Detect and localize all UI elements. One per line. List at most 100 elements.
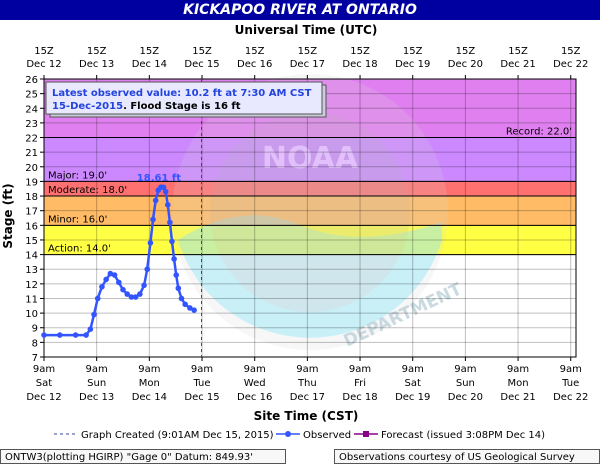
observed-point xyxy=(160,184,167,191)
y-axis-title: Stage (ft) xyxy=(1,183,15,248)
minor-band xyxy=(44,196,576,226)
y-tick-label: 9 xyxy=(32,324,38,335)
top-tick-date: Dec 19 xyxy=(395,59,430,70)
y-tick-label: 24 xyxy=(25,104,38,115)
bottom-tick-weekday: Sun xyxy=(87,378,106,389)
bottom-tick-time: 9am xyxy=(296,364,318,375)
plot-border xyxy=(43,78,577,358)
latest-observation-date: 15-Dec-2015 xyxy=(52,101,123,112)
chart-title: KICKAPOO RIVER AT ONTARIO xyxy=(0,0,600,20)
y-tick-label: 11 xyxy=(25,294,38,305)
y-tick-label: 18 xyxy=(25,192,38,203)
bottom-tick-time: 9am xyxy=(560,364,582,375)
latest-observation-line1: Latest observed value: 10.2 ft at 7:30 A… xyxy=(52,88,312,99)
legend-forecast: Forecast (issued 3:08PM Dec 14) xyxy=(381,430,545,441)
y-tick-label: 13 xyxy=(25,265,38,276)
y-tick-label: 15 xyxy=(25,236,38,247)
legend: Graph Created (9:01AM Dec 15, 2015) Obse… xyxy=(54,430,545,441)
observed-point xyxy=(144,266,151,273)
top-axis-ticks: 15Z Dec 12 15Z Dec 13 15Z Dec 14 15Z Dec 15 15Z D… xyxy=(26,46,588,79)
major-label: Major: 19.0' xyxy=(48,170,107,181)
bottom-tick-time: 9am xyxy=(402,364,424,375)
y-tick-label: 20 xyxy=(25,163,38,174)
y-tick-label: 17 xyxy=(25,207,38,218)
y-tick-label: 23 xyxy=(25,119,38,130)
y-tick-label: 16 xyxy=(25,221,38,232)
observed-series xyxy=(41,184,197,338)
bottom-tick-weekday: Mon xyxy=(139,378,160,389)
observed-point xyxy=(187,305,193,311)
y-tick-label: 19 xyxy=(25,177,38,188)
y-axis-ticks: 7 8 9 10 11 12 13 14 15 16 17 18 19 20 21 22 23 24 25 26 xyxy=(25,75,44,364)
observed-point xyxy=(182,301,188,308)
bottom-tick-time: 9am xyxy=(507,364,529,375)
observed-point xyxy=(41,332,47,338)
top-tick-date: Dec 17 xyxy=(290,59,325,70)
bottom-axis-title: Site Time (CST) xyxy=(254,409,359,423)
bottom-tick-date: Dec 17 xyxy=(290,392,325,403)
top-axis-title: Universal Time (UTC) xyxy=(235,23,378,37)
threshold-lines: Record: 22.0' Major: 19.0' Moderate: 18.0'… xyxy=(44,127,576,256)
moderate-label: Moderate: 18.0' xyxy=(48,185,127,196)
minor-label: Minor: 16.0' xyxy=(48,214,107,225)
bottom-tick-weekday: Tue xyxy=(192,378,210,389)
observed-point xyxy=(175,285,182,292)
observed-point xyxy=(171,256,177,262)
top-tick-time: 15Z xyxy=(508,46,528,57)
bottom-tick-time: 9am xyxy=(454,364,476,375)
bottom-tick-date: Dec 14 xyxy=(132,392,167,403)
observed-point xyxy=(173,272,180,278)
top-tick-time: 15Z xyxy=(245,46,265,57)
y-tick-label: 14 xyxy=(25,251,38,262)
top-tick-date: Dec 18 xyxy=(342,59,377,70)
bottom-tick-date: Dec 21 xyxy=(500,392,535,403)
bottom-tick-date: Dec 19 xyxy=(395,392,430,403)
top-tick-time: 15Z xyxy=(87,46,107,57)
observed-point xyxy=(115,279,122,286)
bottom-tick-time: 9am xyxy=(244,364,266,375)
bottom-tick-date: Dec 22 xyxy=(553,392,588,403)
y-tick-label: 12 xyxy=(25,280,38,291)
bottom-tick-date: Dec 16 xyxy=(237,392,272,403)
bottom-tick-time: 9am xyxy=(349,364,371,375)
bottom-tick-weekday: Fri xyxy=(354,378,366,389)
record-label: Record: 22.0' xyxy=(506,127,572,138)
bottom-tick-date: Dec 20 xyxy=(448,392,483,403)
svg-text:15-Dec-2015. Flood Stage is 16: 15-Dec-2015. Flood Stage is 16 ft xyxy=(52,101,241,112)
observed-point xyxy=(87,326,94,333)
observed-point xyxy=(103,276,109,283)
legend-observed: Observed xyxy=(303,430,351,441)
observed-point xyxy=(152,197,159,204)
bottom-tick-weekday: Sat xyxy=(36,378,52,389)
top-tick-date: Dec 22 xyxy=(553,59,588,70)
top-tick-date: Dec 12 xyxy=(26,59,61,70)
peak-label: 18.61 ft xyxy=(137,173,181,184)
observed-point xyxy=(162,188,169,195)
observed-point xyxy=(141,282,147,289)
legend-graph-created: Graph Created (9:01AM Dec 15, 2015) xyxy=(81,430,274,441)
bottom-axis-ticks: 9am Sat Dec 12 9am Sun Dec 13 9am Mon Dec 14 9am T… xyxy=(26,357,588,403)
bottom-tick-date: Dec 12 xyxy=(26,392,61,403)
observed-point xyxy=(191,307,197,313)
observed-point xyxy=(150,216,156,223)
observed-point xyxy=(128,294,135,300)
y-tick-label: 7 xyxy=(32,353,38,364)
station-info-footer: ONTW3(plotting HGIRP) "Gage 0" Datum: 84… xyxy=(0,449,286,464)
top-tick-date: Dec 16 xyxy=(237,59,272,70)
top-tick-time: 15Z xyxy=(456,46,476,57)
y-tick-label: 21 xyxy=(25,148,38,159)
observed-point xyxy=(99,283,105,290)
bottom-tick-time: 9am xyxy=(138,364,160,375)
y-tick-label: 26 xyxy=(25,75,38,86)
top-tick-date: Dec 14 xyxy=(132,59,167,70)
bottom-tick-weekday: Sun xyxy=(456,378,475,389)
top-tick-time: 15Z xyxy=(34,46,54,57)
bottom-tick-weekday: Mon xyxy=(508,378,529,389)
top-tick-time: 15Z xyxy=(192,46,212,57)
flood-stage-text: . Flood Stage is 16 ft xyxy=(123,101,241,112)
observed-point xyxy=(147,240,154,246)
observed-point xyxy=(164,202,171,208)
bottom-tick-weekday: Tue xyxy=(561,378,579,389)
top-tick-time: 15Z xyxy=(403,46,423,57)
y-tick-label: 8 xyxy=(32,338,38,349)
